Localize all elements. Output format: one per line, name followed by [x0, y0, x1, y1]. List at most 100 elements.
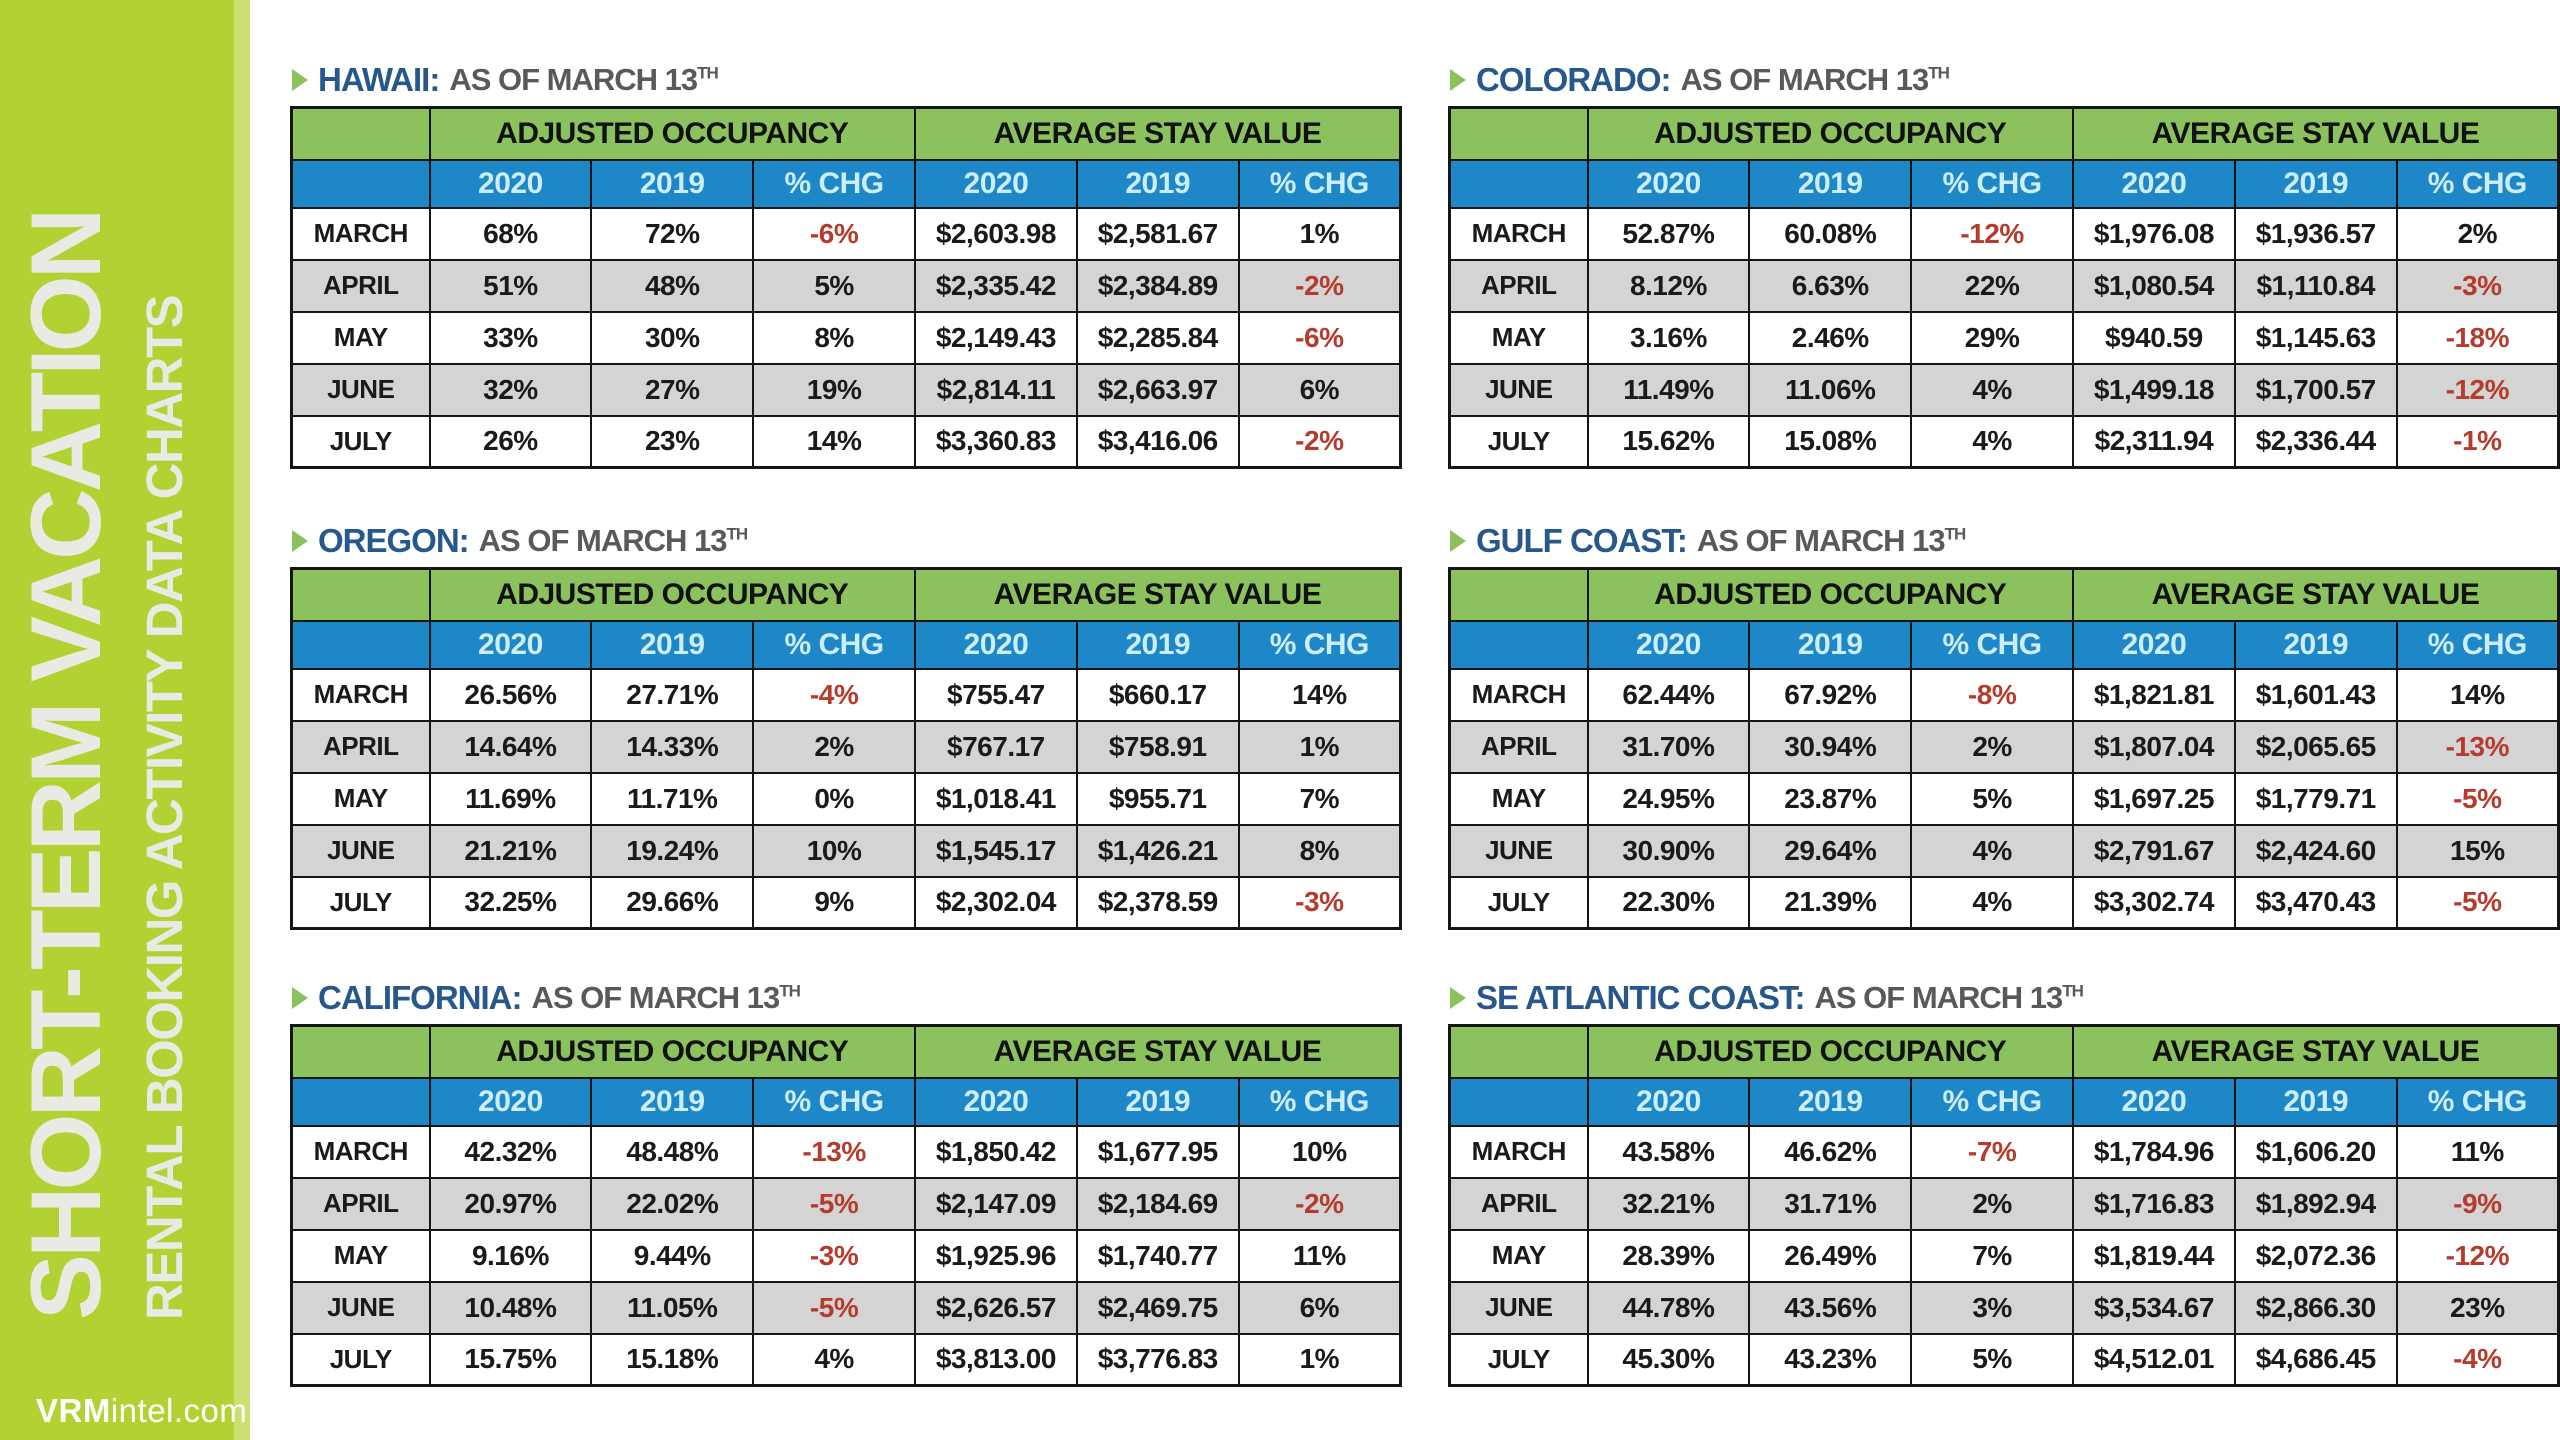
value-cell: $2,285.84	[1075, 310, 1240, 365]
value-cell: 31.70%	[1586, 719, 1751, 774]
value-cell: -12%	[2395, 362, 2560, 417]
table-title: COLORADO: AS OF MARCH 13TH	[1450, 58, 2560, 102]
value-cell: 24.95%	[1586, 771, 1751, 826]
value-cell: $1,145.63	[2233, 310, 2398, 365]
value-cell: $1,784.96	[2071, 1124, 2236, 1179]
value-cell: 14.64%	[428, 719, 593, 774]
value-cell: 22%	[1910, 258, 2074, 313]
table-row: JUNE 30.90% 29.64% 4% $2,791.67 $2,424.6…	[1448, 823, 2560, 878]
value-cell: -3%	[2395, 258, 2560, 313]
col-2020: 2020	[2071, 158, 2236, 209]
value-cell: 9.16%	[428, 1228, 593, 1283]
value-cell: 29.64%	[1748, 823, 1913, 878]
value-cell: $2,469.75	[1075, 1280, 1240, 1335]
value-cell: 4%	[1910, 823, 2074, 878]
value-cell: 32%	[428, 362, 593, 417]
value-cell: $758.91	[1075, 719, 1240, 774]
region-section-hawaii: HAWAII: AS OF MARCH 13TH ADJUSTED OCCUPA…	[290, 58, 1402, 469]
value-cell: 30%	[590, 310, 755, 365]
value-cell: 11%	[2395, 1124, 2560, 1179]
table-row: APRIL 31.70% 30.94% 2% $1,807.04 $2,065.…	[1448, 719, 2560, 774]
table-row: JULY 26% 23% 14% $3,360.83 $3,416.06 -2%	[290, 414, 1402, 469]
value-cell: 30.94%	[1748, 719, 1913, 774]
value-cell: $940.59	[2071, 310, 2236, 365]
adjusted-occupancy-header: ADJUSTED OCCUPANCY	[428, 567, 916, 622]
corner-cell	[290, 158, 431, 209]
value-cell: $2,663.97	[1075, 362, 1240, 417]
value-cell: $1,936.57	[2233, 206, 2398, 261]
year-header-row: 2020 2019 % CHG 2020 2019 % CHG	[290, 619, 1402, 670]
month-cell: JUNE	[1448, 1280, 1589, 1335]
month-cell: APRIL	[1448, 1176, 1589, 1231]
col-2020: 2020	[913, 619, 1078, 670]
value-cell: 33%	[428, 310, 593, 365]
group-header-row: ADJUSTED OCCUPANCY AVERAGE STAY VALUE	[290, 567, 1402, 622]
value-cell: -2%	[1237, 414, 1402, 469]
value-cell: 2%	[1910, 1176, 2074, 1231]
value-cell: 9.44%	[590, 1228, 755, 1283]
col-pct-chg: % CHG	[2395, 619, 2560, 670]
value-cell: $2,626.57	[913, 1280, 1078, 1335]
month-cell: MAY	[290, 1228, 431, 1283]
value-cell: $2,791.67	[2071, 823, 2236, 878]
month-cell: JUNE	[1448, 362, 1589, 417]
value-cell: 2.46%	[1748, 310, 1913, 365]
adjusted-occupancy-header: ADJUSTED OCCUPANCY	[428, 106, 916, 161]
value-cell: 6%	[1237, 362, 1402, 417]
year-header-row: 2020 2019 % CHG 2020 2019 % CHG	[290, 158, 1402, 209]
value-cell: 20.97%	[428, 1176, 593, 1231]
value-cell: 10%	[752, 823, 916, 878]
value-cell: $2,378.59	[1075, 875, 1240, 930]
adjusted-occupancy-header: ADJUSTED OCCUPANCY	[1586, 106, 2074, 161]
month-cell: JUNE	[290, 362, 431, 417]
value-cell: 46.62%	[1748, 1124, 1913, 1179]
ordinal-suffix: TH	[2062, 981, 2084, 1001]
value-cell: 1%	[1237, 206, 1402, 261]
table-title: HAWAII: AS OF MARCH 13TH	[292, 58, 1402, 102]
table-row: APRIL 14.64% 14.33% 2% $767.17 $758.91 1…	[290, 719, 1402, 774]
col-2020: 2020	[428, 158, 593, 209]
month-cell: JUNE	[290, 823, 431, 878]
ordinal-suffix: TH	[726, 524, 748, 544]
average-stay-value-header: AVERAGE STAY VALUE	[913, 106, 1402, 161]
vrmintel-logo: VRMintel.com	[36, 1392, 247, 1430]
value-cell: $1,426.21	[1075, 823, 1240, 878]
month-cell: JULY	[1448, 875, 1589, 930]
value-cell: 15.75%	[428, 1332, 593, 1387]
month-cell: JULY	[1448, 1332, 1589, 1387]
table-row: APRIL 32.21% 31.71% 2% $1,716.83 $1,892.…	[1448, 1176, 2560, 1231]
value-cell: $1,697.25	[2071, 771, 2236, 826]
corner-cell	[1448, 619, 1589, 670]
value-cell: 28.39%	[1586, 1228, 1751, 1283]
ordinal-suffix: TH	[1944, 524, 1967, 544]
value-cell: 22.02%	[590, 1176, 755, 1231]
adjusted-occupancy-header: ADJUSTED OCCUPANCY	[1586, 567, 2074, 622]
region-section-california: CALIFORNIA: AS OF MARCH 13TH ADJUSTED OC…	[290, 976, 1402, 1387]
value-cell: $2,336.44	[2233, 414, 2398, 469]
value-cell: $1,716.83	[2071, 1176, 2236, 1231]
value-cell: -13%	[752, 1124, 916, 1179]
logo-bold-text: VRM	[36, 1392, 111, 1429]
col-pct-chg: % CHG	[1237, 1076, 1402, 1127]
year-header-row: 2020 2019 % CHG 2020 2019 % CHG	[1448, 1076, 2560, 1127]
value-cell: $1,779.71	[2233, 771, 2398, 826]
data-table: ADJUSTED OCCUPANCY AVERAGE STAY VALUE 20…	[1448, 1024, 2560, 1387]
col-2020: 2020	[1586, 619, 1751, 670]
group-header-row: ADJUSTED OCCUPANCY AVERAGE STAY VALUE	[1448, 106, 2560, 161]
col-2019: 2019	[2233, 1076, 2398, 1127]
logo-rest-text: intel.com	[110, 1392, 248, 1429]
value-cell: 19%	[752, 362, 916, 417]
region-section-oregon: OREGON: AS OF MARCH 13TH ADJUSTED OCCUPA…	[290, 519, 1402, 930]
value-cell: 15%	[2395, 823, 2560, 878]
value-cell: $2,147.09	[913, 1176, 1078, 1231]
value-cell: $2,814.11	[913, 362, 1078, 417]
value-cell: 43.58%	[1586, 1124, 1751, 1179]
value-cell: 23%	[2395, 1280, 2560, 1335]
value-cell: 21.39%	[1748, 875, 1913, 930]
group-header-row: ADJUSTED OCCUPANCY AVERAGE STAY VALUE	[1448, 567, 2560, 622]
value-cell: $955.71	[1075, 771, 1240, 826]
arrow-icon	[1450, 987, 1466, 1009]
table-row: MAY 24.95% 23.87% 5% $1,697.25 $1,779.71…	[1448, 771, 2560, 826]
as-of-text: AS OF MARCH 13TH	[478, 523, 748, 558]
value-cell: 52.87%	[1586, 206, 1751, 261]
